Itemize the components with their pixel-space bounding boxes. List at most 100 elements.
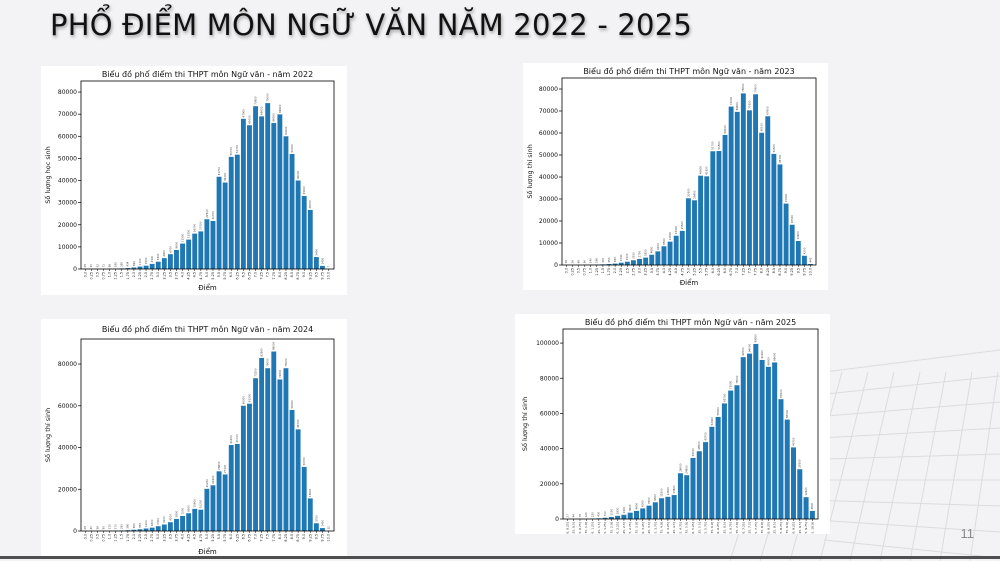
x-tick-label: (0.0, 0.25] [565, 522, 569, 534]
bar [186, 239, 192, 269]
bar [277, 114, 283, 269]
x-tick-label: 8.25 [284, 272, 288, 280]
bar-value-label: 2300 [150, 255, 154, 262]
bar [722, 134, 728, 265]
bar-value-label: 86000 [272, 341, 276, 350]
bar-value-label: 75000 [266, 93, 270, 102]
bar [240, 405, 246, 531]
bar-value-label: 2750 [637, 250, 641, 257]
bar [602, 517, 608, 519]
plot-frame [561, 77, 817, 266]
bar-value-label: 26 [570, 260, 574, 264]
bar-value-label: 67900 [241, 109, 245, 118]
plot-frame [562, 328, 819, 520]
bar-value-label: 82900 [260, 348, 264, 357]
bar [198, 231, 204, 269]
bar-value-label: 434 [126, 261, 130, 266]
bar [783, 203, 789, 265]
y-tick-label: 0 [73, 266, 77, 273]
bar [289, 409, 295, 531]
bar-value-label: 40 [89, 526, 93, 530]
x-tick-label: 2.25 [619, 268, 623, 276]
bar [131, 529, 137, 531]
bar [204, 219, 210, 269]
bar [734, 111, 740, 265]
bar-value-label: 1040 [619, 254, 623, 261]
bar [803, 497, 809, 519]
bar-value-label: 27 [565, 514, 569, 518]
bar-value-label: 38500 [697, 441, 701, 450]
bar [271, 123, 277, 269]
x-tick-label: 9.75 [802, 268, 806, 276]
chart-2025: Biểu đồ phổ điểm thi THPT môn Ngữ văn - … [521, 317, 819, 534]
y-tick-label: 30000 [539, 196, 558, 203]
bar [753, 343, 759, 519]
x-tick-label: 6.5 [241, 272, 245, 277]
bar-value-label: 50500 [772, 144, 776, 153]
chart-title: Biểu đồ phổ điểm thi THPT môn Ngữ văn - … [102, 324, 313, 334]
bar-value-label: 40300 [705, 166, 709, 175]
bar-value-label: 600 [132, 523, 136, 528]
bar-value-label: 73000 [729, 380, 733, 389]
bar [627, 512, 633, 519]
bar-value-label: 120 [584, 512, 588, 517]
bar-value-label: 1200 [144, 520, 148, 527]
x-tick-label: 3.5 [168, 534, 172, 539]
x-tick-label: 4.5 [193, 534, 197, 539]
x-tick-label: (6.25, 6.5] [722, 522, 726, 534]
bar-value-label: 230 [590, 512, 594, 517]
bar [259, 116, 265, 269]
x-tick-label: 10.0 [327, 272, 331, 280]
bar [265, 368, 271, 531]
x-tick-label: 9.0 [302, 272, 306, 277]
bar [740, 357, 746, 519]
bar [216, 176, 222, 269]
bar [615, 515, 621, 519]
bar-value-label: 196 [595, 258, 599, 263]
x-tick-label: (7.25, 7.5] [748, 522, 752, 534]
x-axis-label: Điểm [198, 547, 217, 556]
x-tick-label: (8.5, 8.75] [779, 522, 783, 534]
x-tick-label: 8.25 [766, 268, 770, 276]
bar [759, 132, 765, 265]
bar [210, 221, 216, 269]
bar-value-label: 72000 [729, 96, 733, 105]
bar-value-label: 1100 [138, 258, 142, 265]
x-tick-label: (3.5, 3.75] [653, 522, 657, 534]
bar [234, 443, 240, 531]
bar [710, 151, 716, 265]
x-tick-label: 2.0 [132, 534, 136, 539]
bar [704, 176, 710, 265]
x-tick-label: 6.25 [717, 268, 721, 276]
bar-value-label: 30 [89, 264, 93, 268]
bar-value-label: 9500 [653, 494, 657, 501]
bar-value-label: 8500 [662, 238, 666, 245]
plot-frame [80, 338, 335, 532]
x-tick-label: 5.5 [217, 534, 221, 539]
x-tick-label: (1.0, 1.25] [591, 522, 595, 534]
bar-value-label: 27100 [223, 464, 227, 473]
bar-value-label: 76000 [735, 375, 739, 384]
y-axis-label: Số lượng thí sinh [521, 397, 529, 451]
bar-value-label: 52000 [290, 144, 294, 153]
x-tick-label: (2.75, 3.0] [634, 522, 638, 534]
x-tick-label: 0.75 [583, 268, 587, 276]
y-tick-label: 70000 [539, 108, 558, 115]
bar-value-label: 20200 [205, 479, 209, 488]
plot-frame [80, 80, 335, 270]
bar-value-label: 3350 [644, 249, 648, 256]
x-tick-label: 1.25 [114, 534, 118, 542]
y-tick-label: 10000 [58, 244, 77, 251]
bar-value-label: 28300 [798, 459, 802, 468]
x-tick-label: 3.5 [650, 268, 654, 273]
bar-value-label: 6000 [641, 500, 645, 507]
x-tick-label: 6.75 [247, 534, 251, 542]
x-tick-label: (3.25, 3.5] [647, 522, 651, 534]
bar [721, 403, 727, 519]
bar-value-label: 2150 [631, 252, 635, 259]
bar [734, 385, 740, 519]
chart-panel-2024: Biểu đồ phổ điểm thi THPT môn Ngữ văn - … [41, 319, 347, 559]
bar [690, 457, 696, 519]
x-tick-label: 8.0 [760, 268, 764, 273]
bar-value-label: 51800 [717, 141, 721, 150]
